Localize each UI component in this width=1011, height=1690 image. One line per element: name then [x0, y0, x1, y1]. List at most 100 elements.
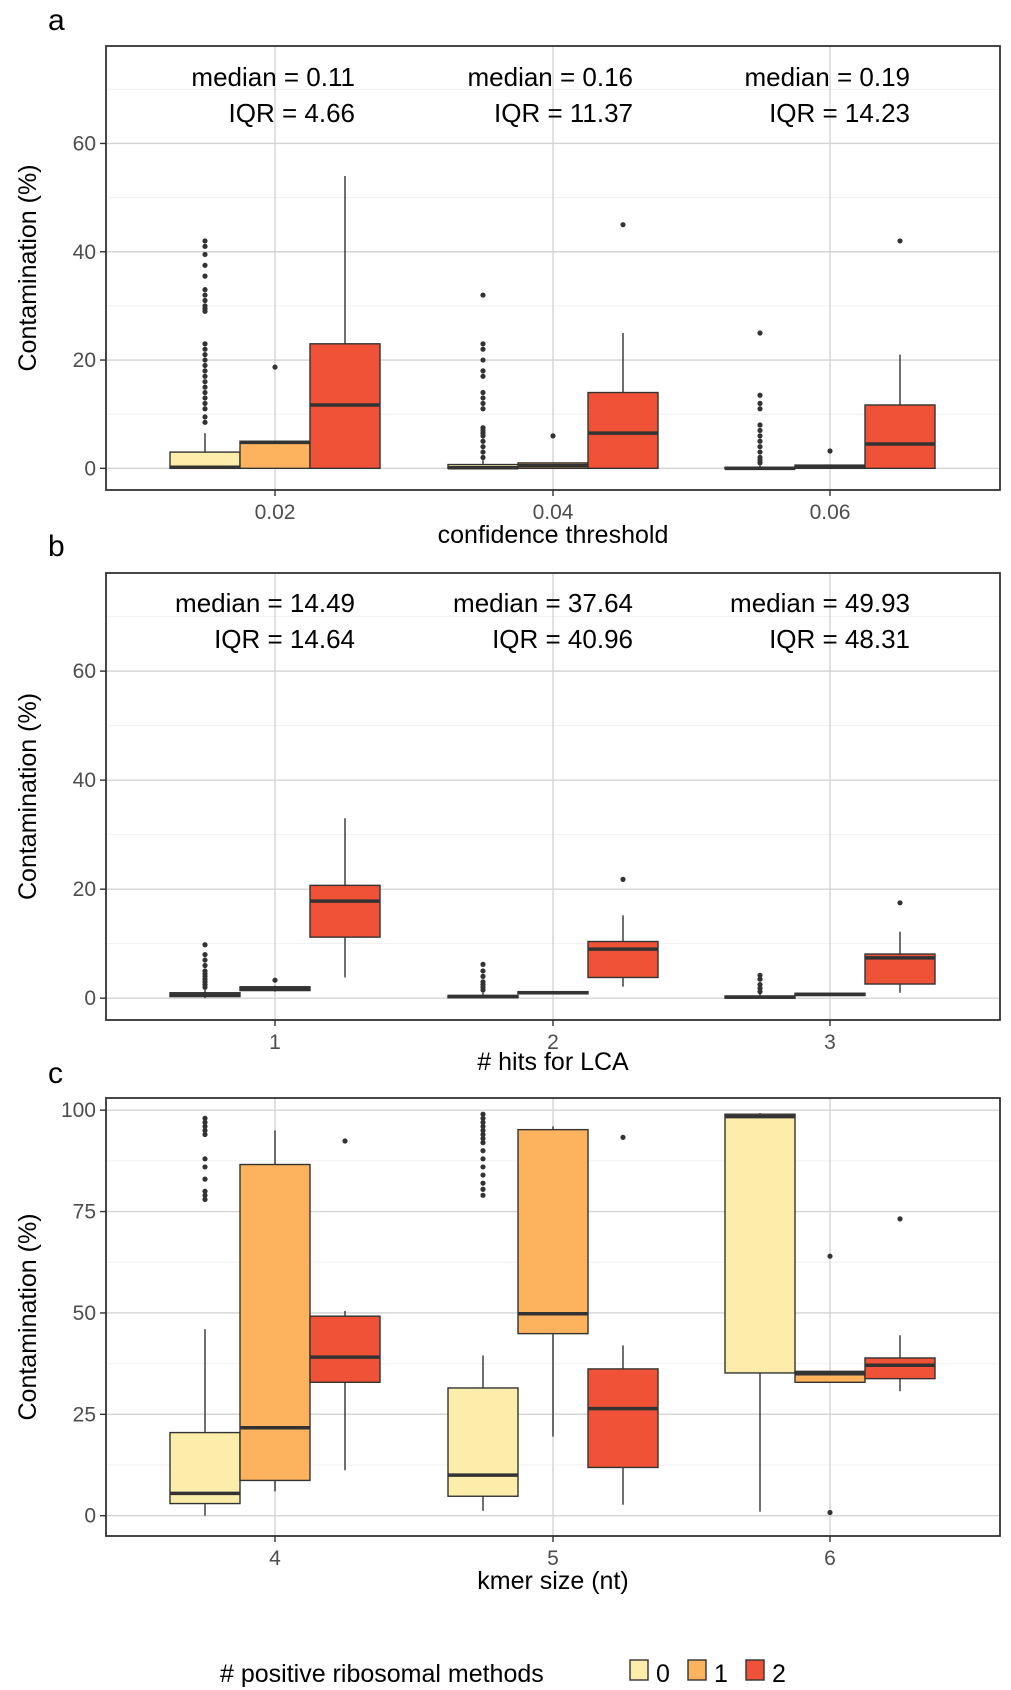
box-c-5-s0: [447, 1111, 519, 1511]
outlier-point: [202, 1196, 208, 1202]
outlier-point: [202, 951, 208, 958]
outlier-point: [757, 985, 763, 991]
box-c-6-s0: [724, 1113, 796, 1512]
outlier-point: [620, 1134, 626, 1140]
box-b-1-s1: [239, 977, 311, 992]
median-annotation: median = 0.19: [744, 62, 910, 92]
panel-border: [105, 1097, 1001, 1537]
outlier-point: [480, 1172, 486, 1178]
box-b-3-s0: [724, 972, 796, 999]
outlier-point: [202, 1192, 208, 1198]
x-tick-label: 2: [547, 1031, 559, 1054]
outlier-point: [757, 972, 763, 978]
y-tick-label: 60: [73, 132, 96, 155]
y-tick-label: 40: [73, 241, 96, 264]
outlier-point: [342, 1138, 348, 1144]
outlier-point: [757, 444, 763, 450]
outlier-point: [202, 1127, 208, 1134]
box-a-0.02-s2: [309, 175, 381, 470]
outlier-point: [897, 900, 903, 906]
panel-letter: b: [48, 530, 65, 563]
outlier-point: [202, 297, 208, 304]
outlier-point: [202, 957, 208, 963]
outlier-point: [480, 341, 486, 347]
outlier-point: [620, 876, 626, 882]
outlier-point: [202, 395, 208, 401]
outlier-point: [480, 1127, 486, 1134]
box-c-6-s2: [864, 1216, 936, 1392]
outlier-point: [480, 444, 486, 450]
outlier-point: [202, 406, 208, 412]
outlier-point: [757, 406, 763, 412]
y-tick-label: 20: [73, 349, 96, 372]
outlier-point: [827, 1509, 833, 1516]
outlier-point: [480, 1148, 486, 1154]
box-iqr: [724, 1113, 796, 1374]
outlier-point: [480, 1156, 486, 1162]
legend-label-1: 1: [714, 1660, 728, 1688]
box-iqr: [447, 1387, 519, 1497]
outlier-point: [550, 433, 556, 439]
legend-label-0: 0: [656, 1660, 670, 1688]
outlier-point: [202, 384, 208, 390]
outlier-point: [202, 287, 208, 293]
outlier-point: [827, 448, 833, 454]
outlier-point: [202, 1131, 208, 1138]
box-c-4-s0: [169, 1115, 241, 1516]
panel-b: b 0 20 40 60 1 2 3 median = 14.49 IQR = 14.64 medi…: [14, 530, 1001, 1076]
outlier-point: [202, 419, 208, 425]
outlier-point: [202, 389, 208, 396]
iqr-annotation: IQR = 40.96: [492, 624, 633, 654]
outlier-point: [202, 357, 208, 363]
outlier-point: [202, 238, 208, 244]
outlier-point: [757, 981, 763, 988]
outlier-point: [480, 395, 486, 401]
box-a-0.06-s2: [864, 238, 936, 470]
x-tick-label: 1: [269, 1031, 281, 1054]
outlier-point: [757, 392, 763, 398]
outlier-point: [202, 968, 208, 974]
box-iqr: [309, 884, 381, 938]
outlier-point: [202, 362, 208, 369]
outlier-point: [480, 292, 486, 298]
outlier-point: [480, 1164, 486, 1170]
panel-letter: c: [48, 1057, 63, 1090]
x-tick-label: 4: [269, 1547, 281, 1570]
y-tick-label: 25: [73, 1403, 96, 1426]
box-c-4-s1: [239, 1130, 311, 1492]
iqr-annotation: IQR = 11.37: [494, 98, 633, 128]
legend-swatch-1: [687, 1659, 707, 1681]
y-tick-label: 100: [61, 1099, 96, 1122]
box-b-2-s0: [447, 961, 519, 999]
iqr-annotation: IQR = 48.31: [769, 624, 910, 654]
box-iqr: [309, 1315, 381, 1383]
outlier-point: [480, 1119, 486, 1125]
box-b-1-s2: [309, 818, 381, 978]
box-iqr: [239, 440, 311, 470]
iqr-annotation: IQR = 14.23: [769, 98, 910, 128]
outlier-point: [202, 352, 208, 358]
outlier-point: [757, 330, 763, 336]
outlier-point: [897, 238, 903, 244]
x-tick-label: 5: [547, 1547, 559, 1570]
outlier-point: [480, 1111, 486, 1117]
box-iqr: [587, 940, 659, 979]
x-tick-label: 0.02: [255, 501, 296, 524]
y-tick-label: 0: [84, 457, 96, 480]
iqr-annotation: IQR = 14.64: [214, 624, 355, 654]
outlier-point: [202, 273, 208, 279]
y-tick-label: 50: [73, 1302, 96, 1325]
outlier-point: [480, 1192, 486, 1198]
outlier-point: [480, 373, 486, 379]
outlier-point: [202, 373, 208, 379]
outlier-point: [480, 1140, 486, 1146]
legend-swatch-0: [629, 1659, 649, 1681]
panel-c: c 0 25 50 75 100 4 5 6 kmer size (nt) Contaminatio…: [14, 1057, 1001, 1595]
x-tick-label: 0.04: [533, 501, 574, 524]
panel-border: [105, 572, 1001, 1021]
box-a-0.04-s0: [447, 292, 519, 470]
outlier-point: [480, 979, 486, 985]
outlier-point: [202, 962, 208, 969]
y-tick-label: 0: [84, 987, 96, 1010]
